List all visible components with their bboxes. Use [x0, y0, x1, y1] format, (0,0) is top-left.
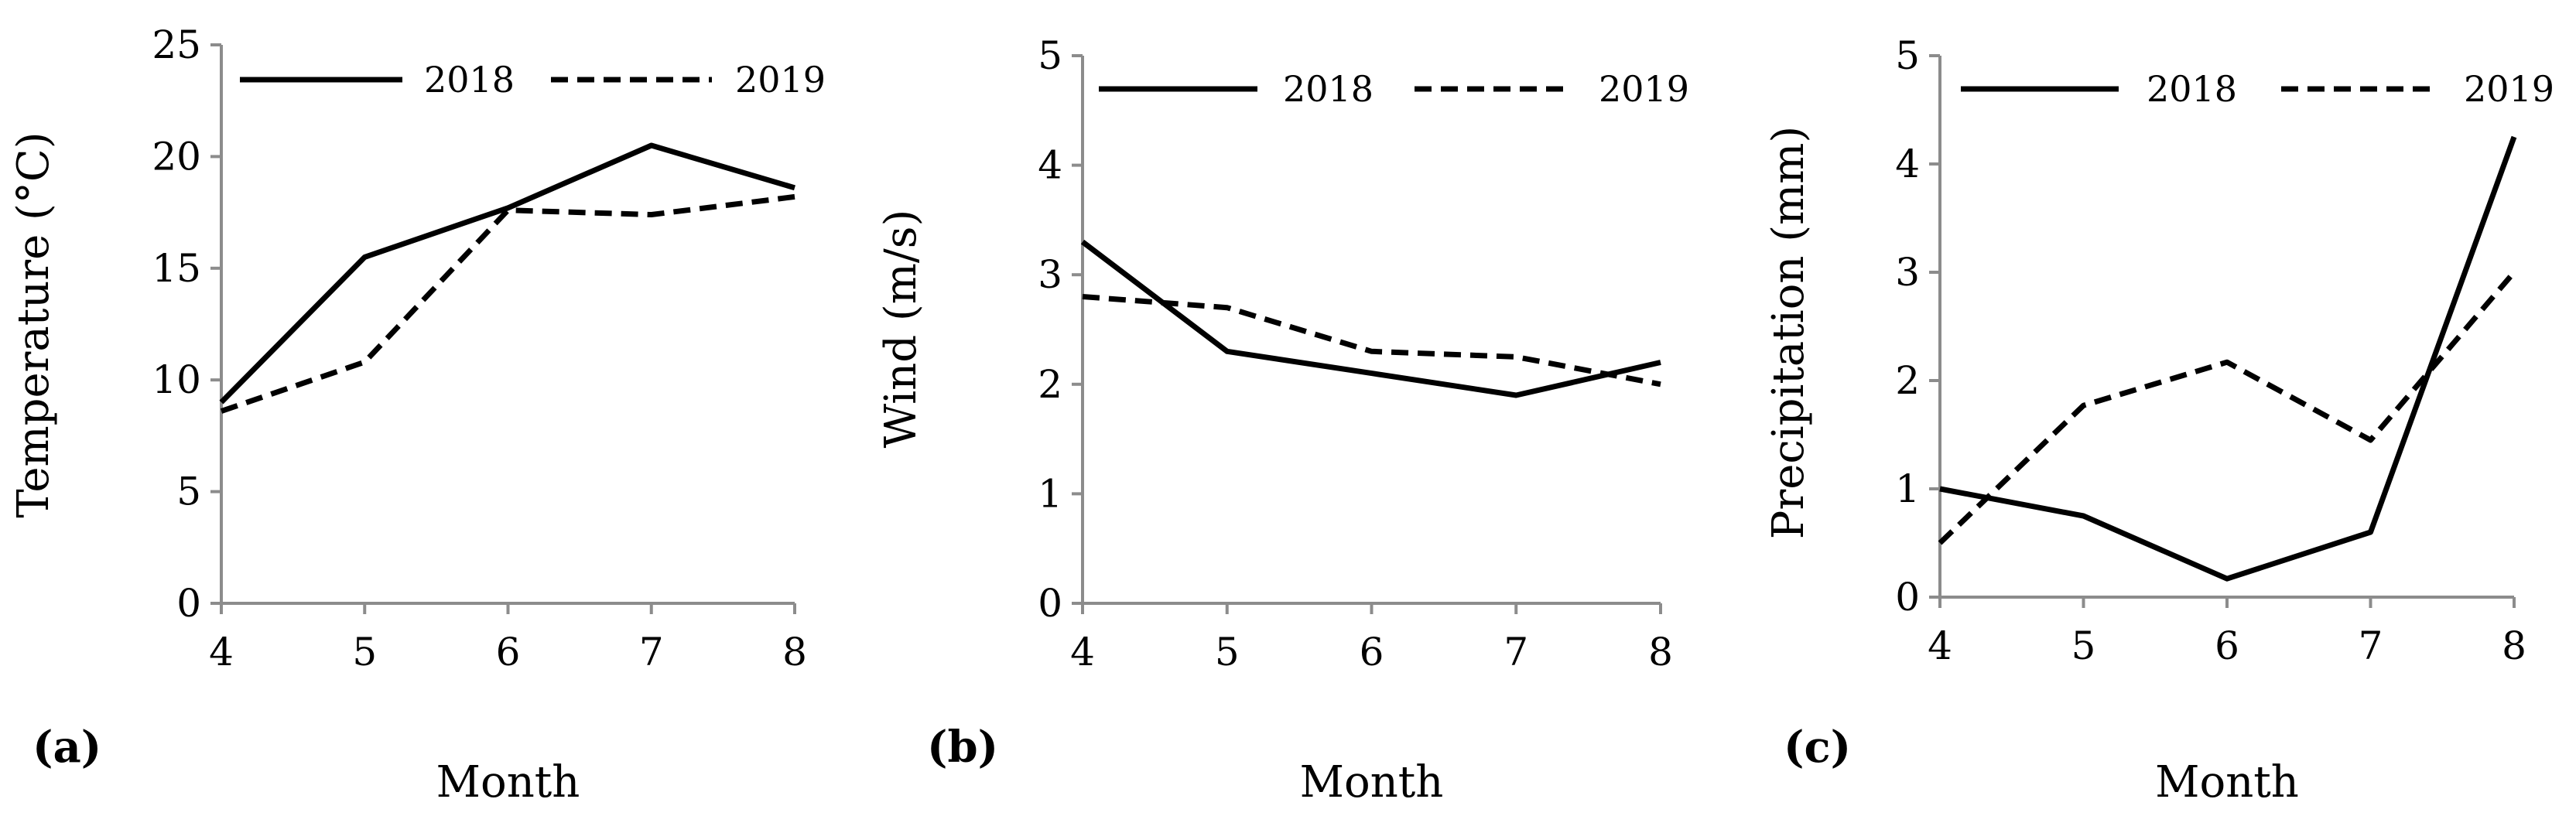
series-line-2018 [219, 142, 795, 405]
series-line-2019 [1938, 270, 2516, 545]
chart-panel-2: 0 1 2 3 4 5 4 5 6 7 8 2018 2019 Wind (m/s) Month (b) [876, 33, 1689, 808]
legend-label-2019: 2019 [735, 59, 826, 101]
chart-panel-3: 0 1 2 3 4 5 4 5 6 7 8 2018 2019 Precipitation (mm) Mon… [1764, 33, 2554, 808]
x-tick-label: 5 [352, 630, 377, 674]
y-axis-title: Temperature (°C) [9, 131, 59, 517]
y-tick-label: 4 [1038, 143, 1062, 188]
series-line-2019 [220, 193, 795, 414]
y-tick-label: 20 [152, 134, 201, 179]
x-axis-title: Month [436, 757, 580, 808]
panel-label: (a) [32, 722, 101, 773]
x-tick-label: 6 [1360, 630, 1384, 674]
legend-label-2018: 2018 [2147, 68, 2237, 110]
y-tick-label: 0 [1038, 581, 1062, 626]
y-tick-label: 25 [152, 22, 201, 67]
x-tick-label: 8 [782, 630, 807, 674]
y-tick-label: 2 [1895, 358, 1920, 403]
x-tick-label: 7 [2359, 623, 2383, 668]
series-line-2018 [1939, 135, 2517, 582]
y-axis-title: Wind (m/s) [876, 210, 926, 449]
y-tick-label: 5 [1895, 33, 1920, 78]
y-tick-label: 3 [1038, 252, 1062, 297]
y-tick-label: 5 [1038, 33, 1062, 78]
y-tick-label: 4 [1895, 142, 1920, 186]
x-tick-label: 6 [496, 630, 521, 674]
x-axis-title: Month [2155, 757, 2299, 808]
series-line-2018 [1080, 239, 1661, 398]
x-axis-title: Month [1300, 757, 1444, 808]
legend-label-2019: 2019 [2464, 68, 2554, 110]
y-tick-label: 1 [1895, 466, 1920, 511]
y-tick-label: 2 [1038, 362, 1062, 407]
panel-label: (b) [927, 722, 998, 773]
y-tick-label: 10 [152, 357, 201, 402]
y-tick-label: 3 [1895, 250, 1920, 295]
y-axis-title: Precipitation (mm) [1764, 126, 1814, 539]
chart-panel-1: 0 5 10 15 20 25 4 5 6 7 8 2018 2019 Temperature (°C) M… [9, 22, 826, 808]
x-tick-label: 4 [209, 630, 234, 674]
y-tick-label: 0 [176, 581, 201, 626]
x-tick-label: 4 [1070, 630, 1095, 674]
legend-label-2019: 2019 [1599, 68, 1689, 110]
x-tick-label: 8 [1648, 630, 1673, 674]
series-line-2019 [1082, 294, 1661, 388]
x-tick-label: 5 [2071, 623, 2096, 668]
x-tick-label: 5 [1215, 630, 1240, 674]
x-tick-label: 7 [1504, 630, 1528, 674]
y-tick-label: 1 [1038, 471, 1062, 516]
x-tick-label: 4 [1928, 623, 1952, 668]
x-tick-label: 6 [2215, 623, 2239, 668]
y-tick-label: 0 [1895, 575, 1920, 620]
x-tick-label: 7 [639, 630, 664, 674]
y-tick-label: 15 [152, 246, 201, 291]
legend-label-2018: 2018 [1283, 68, 1374, 110]
y-tick-label: 5 [176, 470, 201, 514]
x-tick-label: 8 [2502, 623, 2526, 668]
panel-label: (c) [1784, 722, 1851, 773]
legend-label-2018: 2018 [424, 59, 515, 101]
